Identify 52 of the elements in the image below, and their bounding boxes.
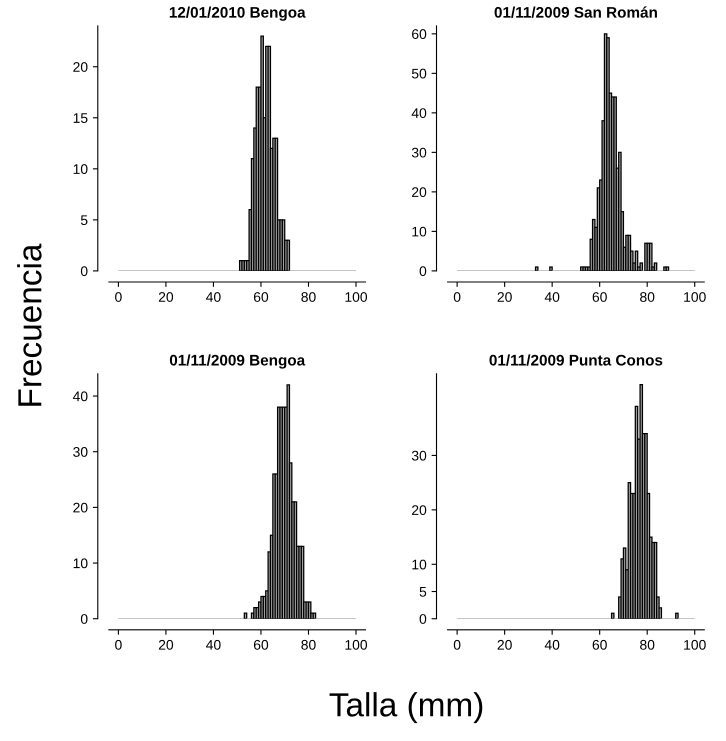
y-tick-label: 30 bbox=[412, 450, 426, 461]
y-tick-label: 20 bbox=[412, 187, 426, 198]
y-tick-label: 5 bbox=[420, 586, 426, 597]
y-tick-label: 50 bbox=[412, 68, 426, 79]
y-tick-label: 10 bbox=[412, 560, 426, 570]
y-tick-label: 0 bbox=[80, 614, 88, 624]
y-tick-label: 40 bbox=[72, 391, 88, 402]
x-tick-label: 80 bbox=[301, 640, 316, 650]
x-tick-label: 40 bbox=[206, 292, 221, 302]
x-tick-label: 80 bbox=[301, 292, 316, 302]
y-tick-label: 40 bbox=[412, 108, 426, 118]
y-tick-label: 10 bbox=[412, 226, 426, 237]
x-tick-label: 60 bbox=[592, 640, 607, 650]
x-tick-label: 20 bbox=[158, 292, 174, 302]
chart-title: 01/11/2009 Bengoa bbox=[170, 354, 306, 369]
x-tick-label: 0 bbox=[115, 292, 122, 302]
chart-title: 01/11/2009 Punta Conos bbox=[489, 354, 662, 366]
x-tick-label: 20 bbox=[498, 292, 512, 302]
x-tick-label: 0 bbox=[115, 640, 122, 650]
x-axis-title: Talla (mm) bbox=[330, 692, 482, 724]
y-tick-label: 30 bbox=[412, 148, 426, 158]
x-tick-label: 40 bbox=[206, 640, 221, 650]
y-tick-label: 15 bbox=[74, 113, 88, 123]
x-tick-label: 80 bbox=[640, 640, 654, 650]
y-tick-label: 10 bbox=[74, 164, 88, 174]
x-tick-label: 100 bbox=[684, 292, 706, 302]
y-tick-label: 20 bbox=[73, 502, 88, 513]
x-tick-label: 0 bbox=[454, 292, 460, 302]
x-tick-label: 100 bbox=[345, 640, 368, 650]
y-tick-label: 30 bbox=[73, 447, 88, 457]
x-tick-label: 40 bbox=[544, 640, 560, 650]
x-tick-label: 100 bbox=[345, 292, 368, 302]
x-tick-label: 0 bbox=[454, 640, 460, 650]
x-tick-label: 40 bbox=[544, 292, 560, 302]
x-tick-label: 20 bbox=[158, 640, 174, 650]
y-tick-label: 5 bbox=[80, 215, 88, 226]
x-tick-label: 100 bbox=[684, 640, 706, 650]
x-tick-label: 20 bbox=[498, 640, 512, 650]
y-tick-label: 20 bbox=[73, 62, 88, 72]
y-tick-label: 0 bbox=[80, 266, 88, 276]
y-tick-label: 0 bbox=[420, 266, 426, 276]
x-tick-label: 60 bbox=[254, 292, 268, 302]
chart-title: 01/11/2009 San Román bbox=[494, 6, 657, 18]
y-tick-label: 10 bbox=[74, 558, 88, 568]
x-tick-label: 80 bbox=[640, 292, 654, 302]
x-tick-label: 60 bbox=[254, 640, 268, 650]
x-tick-label: 60 bbox=[592, 292, 607, 302]
chart-title: 12/01/2010 Bengoa bbox=[170, 6, 306, 21]
y-tick-label: 0 bbox=[420, 614, 426, 624]
y-tick-label: 20 bbox=[412, 505, 426, 516]
y-axis-title: Frecuencia bbox=[17, 244, 42, 406]
y-tick-label: 60 bbox=[412, 29, 426, 40]
